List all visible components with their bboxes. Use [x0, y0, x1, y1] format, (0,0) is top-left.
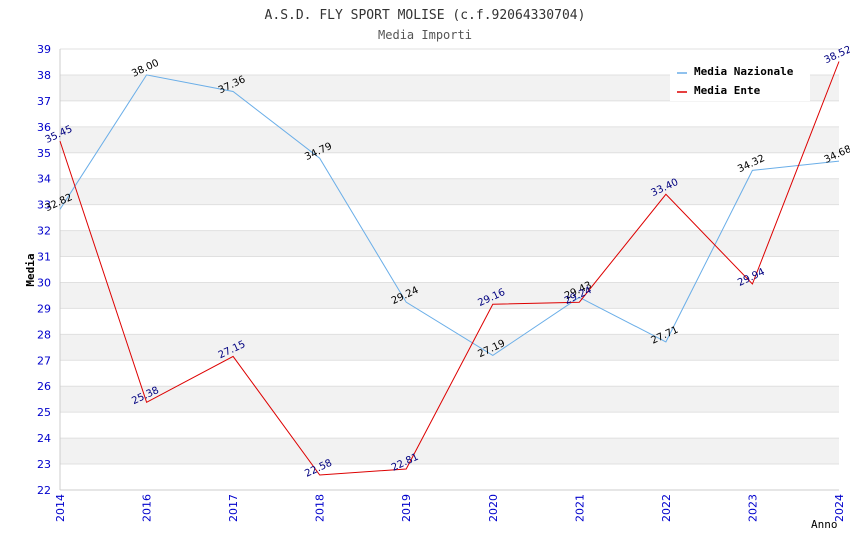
- y-tick-label: 38: [37, 69, 51, 82]
- x-tick-label: 2018: [314, 494, 327, 522]
- y-axis-label: Media: [24, 253, 37, 286]
- y-tick-label: 34: [37, 173, 51, 186]
- data-label-naz: 32.82: [44, 192, 75, 214]
- series-line-media-nazionale: [59, 74, 840, 356]
- y-tick-label: 36: [37, 121, 51, 134]
- grid-band: [60, 334, 839, 361]
- data-labels: 32.8238.0037.3634.7929.2427.1929.4327.71…: [44, 44, 850, 480]
- y-tick-label: 23: [37, 458, 51, 471]
- y-tick-label: 29: [37, 302, 51, 315]
- y-tick-label: 28: [37, 328, 51, 341]
- gridlines: [60, 48, 839, 491]
- y-tick-label: 37: [37, 95, 51, 108]
- x-tick-label: 2021: [573, 494, 586, 522]
- x-tick-label: 2016: [141, 494, 154, 522]
- grid-band: [60, 126, 839, 153]
- legend-label-ente: Media Ente: [694, 84, 761, 97]
- grid-band: [60, 438, 839, 465]
- y-tick-label: 24: [37, 432, 51, 445]
- grid-band: [60, 386, 839, 413]
- legend-label-naz: Media Nazionale: [694, 65, 794, 78]
- x-tick-labels: 2014 2016 2017 2018 2019 2020 2021 2022 2023 2024: [54, 494, 846, 522]
- y-tick-labels: 22 23 24 25 26 27 28 29 30 31 32 33 34 35 36 37 38 39: [37, 43, 51, 497]
- grid-band: [60, 230, 839, 257]
- series-layer: [59, 61, 840, 476]
- data-label-ente: 38.52: [823, 44, 850, 66]
- x-tick-label: 2019: [400, 494, 413, 522]
- grid-band: [60, 282, 839, 309]
- x-tick-label: 2023: [746, 494, 759, 522]
- x-tick-label: 2024: [833, 494, 846, 522]
- x-tick-label: 2022: [660, 494, 673, 522]
- y-tick-label: 25: [37, 406, 51, 419]
- legend-box: [670, 60, 810, 101]
- x-tick-label: 2014: [54, 494, 67, 522]
- chart-title: A.S.D. FLY SPORT MOLISE (c.f.92064330704…: [265, 8, 586, 23]
- series-line-media-ente: [59, 61, 840, 476]
- grid-bands: [60, 74, 839, 465]
- x-axis-label: Anno: [811, 518, 838, 531]
- y-tick-label: 26: [37, 380, 51, 393]
- legend: Media Nazionale Media Ente: [670, 60, 810, 101]
- y-tick-label: 35: [37, 147, 51, 160]
- x-tick-label: 2020: [487, 494, 500, 522]
- chart-subtitle: Media Importi: [378, 28, 472, 42]
- y-tick-label: 32: [37, 225, 51, 238]
- y-tick-label: 39: [37, 43, 51, 56]
- y-tick-label: 33: [37, 199, 51, 212]
- x-tick-label: 2017: [227, 494, 240, 522]
- y-tick-label: 22: [37, 484, 51, 497]
- y-tick-label: 31: [37, 251, 51, 264]
- y-tick-label: 27: [37, 354, 51, 367]
- y-tick-label: 30: [37, 276, 51, 289]
- grid-band: [60, 178, 839, 205]
